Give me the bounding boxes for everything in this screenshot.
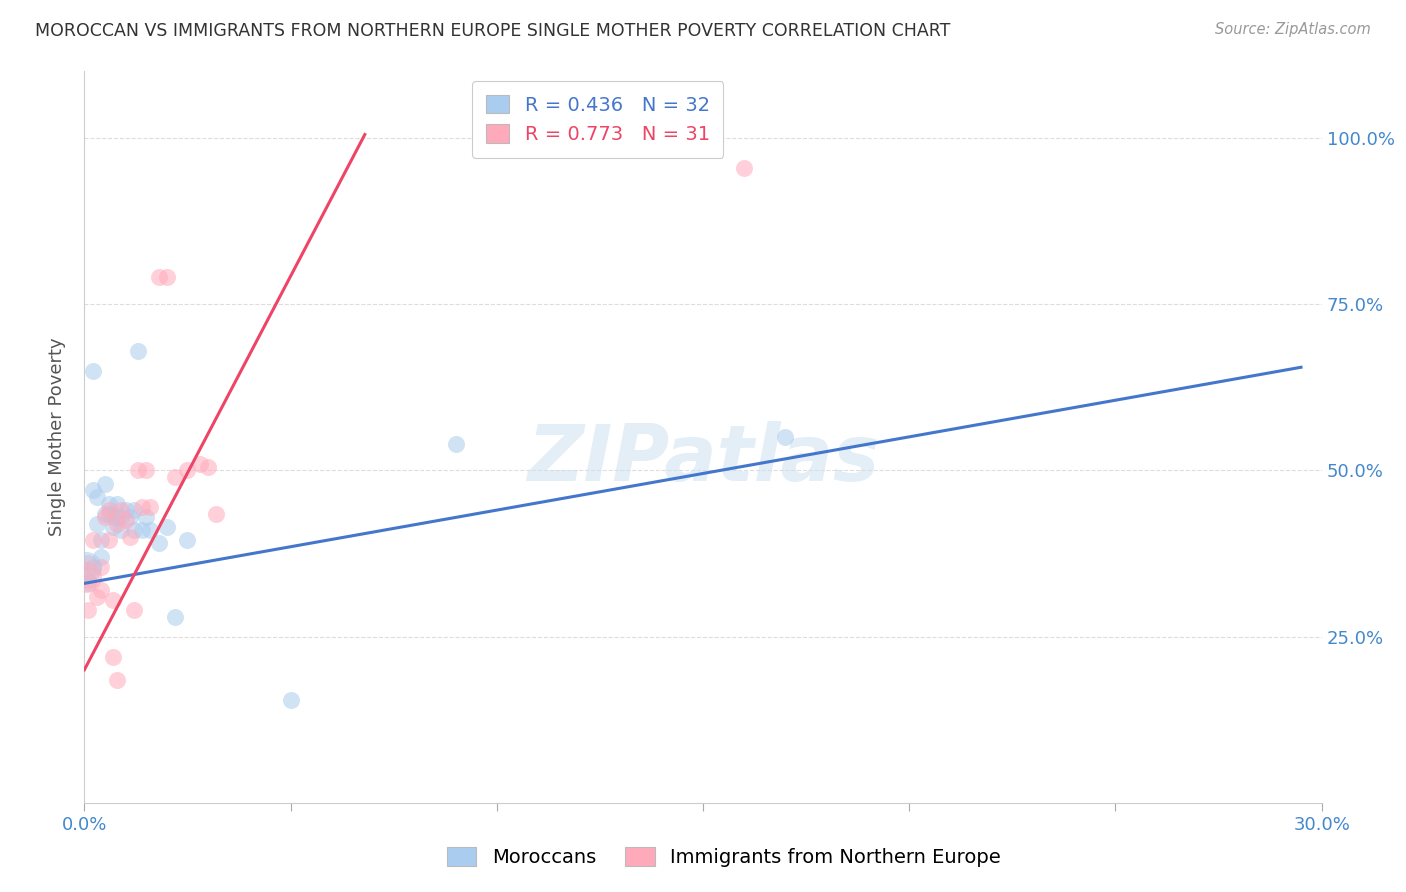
Point <box>110 523 132 537</box>
Point <box>118 509 141 524</box>
Point <box>98 497 121 511</box>
Point <box>77 576 100 591</box>
Point <box>98 503 121 517</box>
Point <box>110 509 132 524</box>
Point <box>90 559 112 574</box>
Point <box>139 523 162 537</box>
Point <box>165 470 187 484</box>
Point <box>110 503 132 517</box>
Point <box>105 516 128 531</box>
Text: Source: ZipAtlas.com: Source: ZipAtlas.com <box>1215 22 1371 37</box>
Point <box>98 533 121 548</box>
Point <box>103 509 125 524</box>
Point <box>280 692 302 706</box>
Point <box>139 500 162 514</box>
Point <box>131 500 153 514</box>
Text: ZIPatlas: ZIPatlas <box>527 421 879 497</box>
Point <box>114 503 136 517</box>
Point <box>122 503 145 517</box>
Point <box>86 590 108 604</box>
Point <box>176 463 198 477</box>
Point <box>86 516 108 531</box>
Point <box>82 483 104 498</box>
Point <box>148 536 170 550</box>
Point <box>122 523 145 537</box>
Text: MOROCCAN VS IMMIGRANTS FROM NORTHERN EUROPE SINGLE MOTHER POVERTY CORRELATION CH: MOROCCAN VS IMMIGRANTS FROM NORTHERN EUR… <box>35 22 950 40</box>
Point <box>90 582 112 597</box>
Point <box>86 490 108 504</box>
Point <box>75 559 97 574</box>
Point <box>156 270 179 285</box>
Point <box>103 520 125 534</box>
Point <box>444 436 467 450</box>
Point <box>82 533 104 548</box>
Point <box>90 549 112 564</box>
Point <box>188 457 211 471</box>
Point <box>105 497 128 511</box>
Point <box>775 430 797 444</box>
Point <box>135 463 157 477</box>
Point <box>94 509 117 524</box>
Point <box>156 520 179 534</box>
Point <box>176 533 198 548</box>
Point <box>77 603 100 617</box>
Legend: R = 0.436   N = 32, R = 0.773   N = 31: R = 0.436 N = 32, R = 0.773 N = 31 <box>472 81 724 158</box>
Point <box>114 513 136 527</box>
Point <box>90 533 112 548</box>
Point <box>105 509 128 524</box>
Y-axis label: Single Mother Poverty: Single Mother Poverty <box>48 338 66 536</box>
Point <box>165 609 187 624</box>
Point <box>103 593 125 607</box>
Point <box>94 507 117 521</box>
Point <box>77 573 100 587</box>
Point <box>98 507 121 521</box>
Point <box>127 463 149 477</box>
Point <box>127 343 149 358</box>
Point <box>205 507 228 521</box>
Point <box>82 559 104 574</box>
Point <box>82 363 104 377</box>
Point <box>77 557 100 571</box>
Point <box>197 460 219 475</box>
Point <box>105 673 128 687</box>
Legend: Moroccans, Immigrants from Northern Europe: Moroccans, Immigrants from Northern Euro… <box>440 839 1008 875</box>
Point <box>131 523 153 537</box>
Point <box>75 570 97 584</box>
Point <box>94 476 117 491</box>
Point <box>103 649 125 664</box>
Point <box>135 509 157 524</box>
Point <box>733 161 755 175</box>
Point <box>122 603 145 617</box>
Point <box>148 270 170 285</box>
Point <box>118 530 141 544</box>
